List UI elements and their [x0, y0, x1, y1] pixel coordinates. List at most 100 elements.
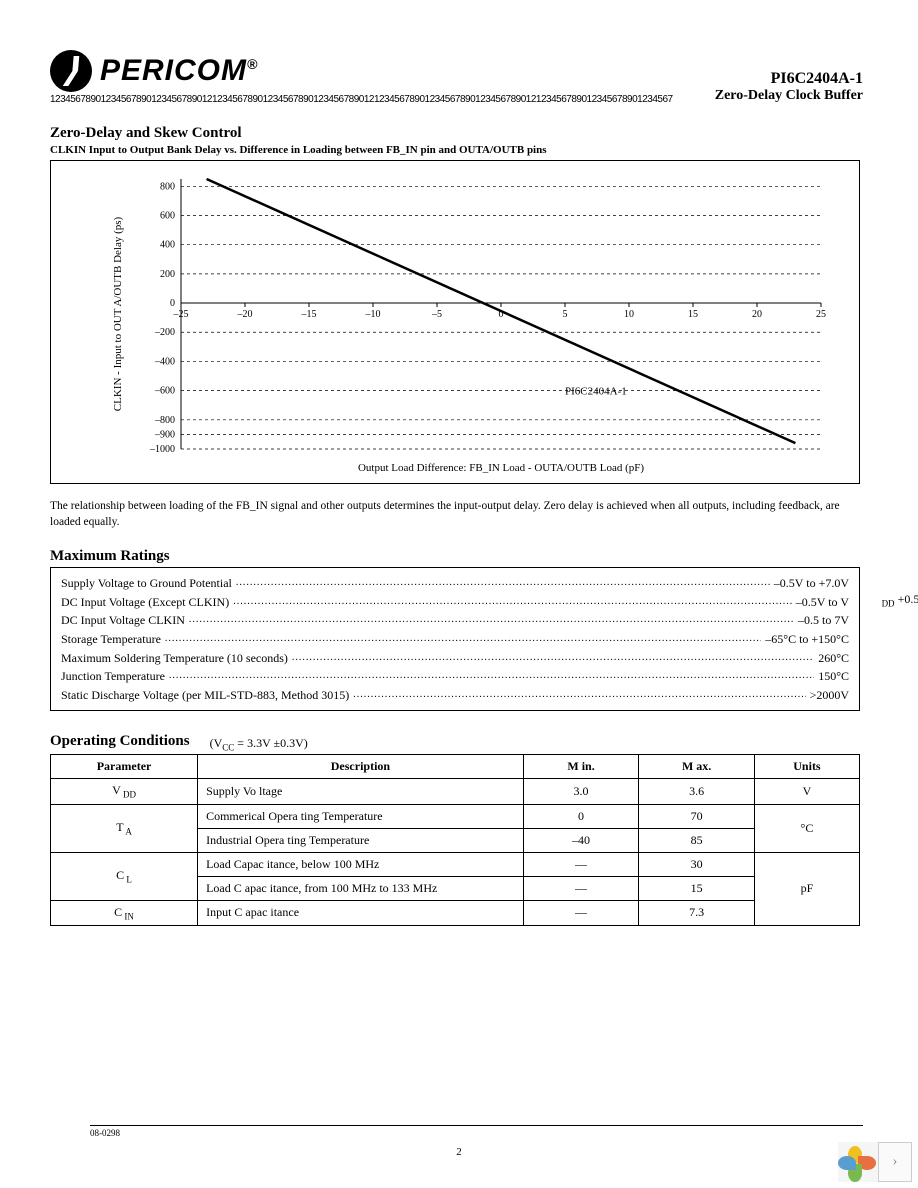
rating-label: Storage Temperature [61, 630, 161, 649]
param-cell: C L [51, 852, 198, 900]
chart-svg: –25–20–15–10–505101520258006004002000–20… [51, 161, 861, 485]
op-conditions-header: Operating Conditions (VCC = 3.3V ±0.3V) [50, 733, 868, 752]
header-right: PI6C2404A-1 Zero-Delay Clock Buffer [715, 70, 863, 104]
rating-value: –0.5V to +7.0V [774, 574, 849, 593]
petal-icon [838, 1156, 856, 1170]
svg-text:–25: –25 [173, 309, 189, 320]
ratings-wrapper: Supply Voltage to Ground Potential –0.5V… [50, 567, 868, 711]
rating-dots [236, 574, 770, 593]
chart-container: –25–20–15–10–505101520258006004002000–20… [50, 160, 860, 484]
section-zerodelay-heading: Zero-Delay and Skew Control [50, 125, 868, 142]
svg-text:0: 0 [170, 298, 175, 309]
rating-extra: DD +0.5V [882, 592, 918, 608]
rating-label: Junction Temperature [61, 667, 165, 686]
svg-text:–600: –600 [154, 386, 175, 397]
min-cell: — [523, 900, 639, 925]
op-conditions-note: (VCC = 3.3V ±0.3V) [210, 736, 308, 752]
svg-text:–800: –800 [154, 415, 175, 426]
rating-row: Static Discharge Voltage (per MIL-STD-88… [61, 686, 849, 705]
svg-text:25: 25 [816, 309, 826, 320]
svg-text:–20: –20 [237, 309, 253, 320]
rating-dots [353, 686, 805, 705]
part-desc: Zero-Delay Clock Buffer [715, 88, 863, 104]
logo-text: PERICOM® [100, 54, 258, 88]
table-row: V DDSupply Vo ltage3.03.6V [51, 779, 860, 804]
operating-conditions-table: ParameterDescriptionM in.M ax.UnitsV DDS… [50, 754, 860, 926]
rating-dots [233, 593, 792, 612]
rating-value: –0.5V to V [796, 593, 849, 612]
rating-row: Maximum Soldering Temperature (10 second… [61, 649, 849, 668]
rating-value: 260°C [818, 649, 849, 668]
table-header: Description [198, 755, 524, 779]
svg-text:20: 20 [752, 309, 762, 320]
footer-line: 08-0298 [90, 1125, 863, 1138]
section-opconditions-heading: Operating Conditions [50, 733, 190, 750]
min-cell: 3.0 [523, 779, 639, 804]
max-cell: 15 [639, 876, 755, 900]
max-cell: 70 [639, 804, 755, 828]
rating-row: Storage Temperature –65°C to +150°C [61, 630, 849, 649]
ratings-box: Supply Voltage to Ground Potential –0.5V… [50, 567, 860, 711]
rating-row: DC Input Voltage (Except CLKIN) –0.5V to… [61, 593, 849, 612]
registered-icon: ® [247, 56, 258, 72]
svg-text:800: 800 [160, 181, 175, 192]
rating-dots [189, 611, 794, 630]
max-cell: 30 [639, 852, 755, 876]
rating-dots [292, 649, 814, 668]
svg-text:–5: –5 [431, 309, 442, 320]
next-arrow-button[interactable]: › [878, 1142, 912, 1182]
section-maxratings-heading: Maximum Ratings [50, 548, 868, 565]
footer-code: 08-0298 [90, 1128, 120, 1138]
rating-label: Maximum Soldering Temperature (10 second… [61, 649, 288, 668]
rating-label: Supply Voltage to Ground Potential [61, 574, 232, 593]
chart-subtitle: CLKIN Input to Output Bank Delay vs. Dif… [50, 144, 868, 156]
table-row: C INInput C apac itance—7.3 [51, 900, 860, 925]
rating-label: DC Input Voltage CLKIN [61, 611, 185, 630]
min-cell: — [523, 876, 639, 900]
desc-cell: Load C apac itance, from 100 MHz to 133 … [198, 876, 524, 900]
flower-icon[interactable] [838, 1142, 878, 1182]
max-cell: 85 [639, 828, 755, 852]
param-cell: T A [51, 804, 198, 852]
rating-row: Junction Temperature 150°C [61, 667, 849, 686]
max-cell: 3.6 [639, 779, 755, 804]
units-cell: pF [754, 852, 859, 925]
svg-text:15: 15 [688, 309, 698, 320]
rating-dots [169, 667, 814, 686]
rating-value: –0.5 to 7V [798, 611, 849, 630]
svg-text:–400: –400 [154, 356, 175, 367]
svg-text:–15: –15 [301, 309, 317, 320]
table-header: Units [754, 755, 859, 779]
desc-cell: Supply Vo ltage [198, 779, 524, 804]
units-cell: °C [754, 804, 859, 852]
desc-cell: Load Capac itance, below 100 MHz [198, 852, 524, 876]
relationship-paragraph: The relationship between loading of the … [50, 498, 860, 530]
table-row: T ACommerical Opera ting Temperature070°… [51, 804, 860, 828]
table-header: Parameter [51, 755, 198, 779]
min-cell: –40 [523, 828, 639, 852]
param-cell: C IN [51, 900, 198, 925]
note-tail: = 3.3V ±0.3V) [234, 736, 307, 750]
part-number: PI6C2404A-1 [715, 70, 863, 88]
desc-cell: Industrial Opera ting Temperature [198, 828, 524, 852]
svg-text:200: 200 [160, 269, 175, 280]
svg-text:600: 600 [160, 210, 175, 221]
desc-cell: Input C apac itance [198, 900, 524, 925]
svg-text:5: 5 [563, 309, 568, 320]
corner-widget[interactable]: › [838, 1142, 912, 1182]
note-sub: CC [222, 742, 234, 752]
rating-value: >2000V [810, 686, 849, 705]
table-header: M in. [523, 755, 639, 779]
min-cell: — [523, 852, 639, 876]
rating-dots [165, 630, 761, 649]
table-row: C LLoad Capac itance, below 100 MHz—30pF [51, 852, 860, 876]
svg-text:–10: –10 [365, 309, 381, 320]
svg-text:PI6C2404A-1: PI6C2404A-1 [565, 386, 627, 398]
rating-value: 150°C [818, 667, 849, 686]
svg-text:CLKIN - Input to OUT A/OUTB: CLKIN - Input to OUT A/OUTB Delay (ps) [112, 216, 124, 411]
max-cell: 7.3 [639, 900, 755, 925]
rating-label: DC Input Voltage (Except CLKIN) [61, 593, 229, 612]
rating-row: DC Input Voltage CLKIN –0.5 to 7V [61, 611, 849, 630]
svg-text:10: 10 [624, 309, 634, 320]
svg-text:–1000: –1000 [149, 444, 175, 455]
